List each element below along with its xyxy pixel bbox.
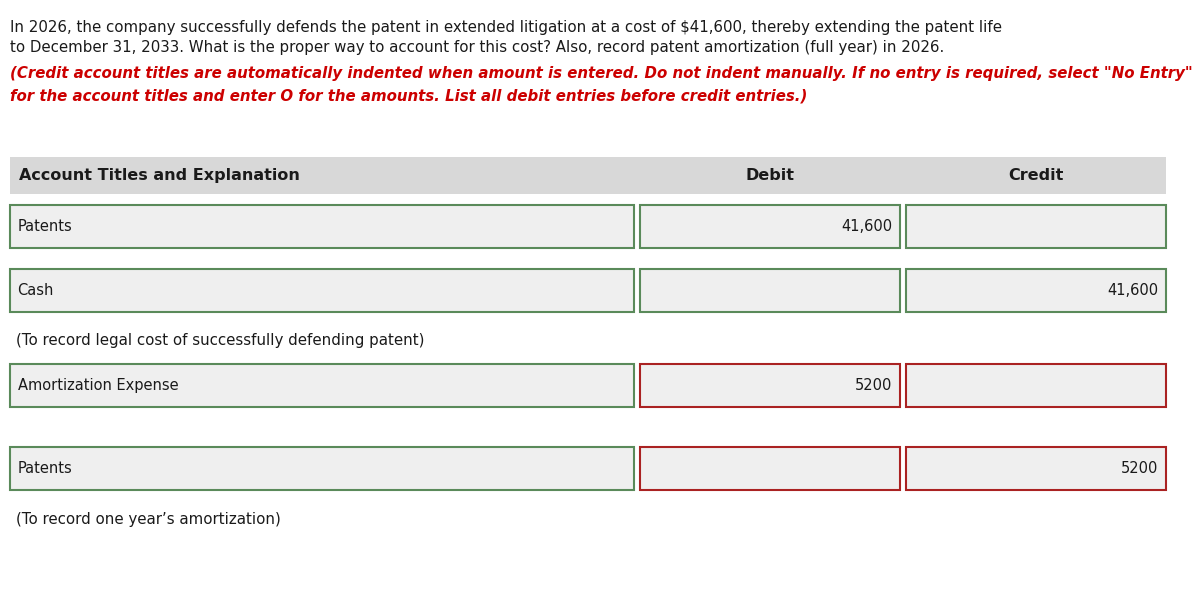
Text: Amortization Expense: Amortization Expense xyxy=(18,378,179,393)
Bar xyxy=(10,205,634,248)
Bar xyxy=(640,269,900,312)
Bar xyxy=(10,364,634,407)
Bar xyxy=(906,205,1166,248)
Text: Cash: Cash xyxy=(18,284,54,298)
Text: Debit: Debit xyxy=(745,168,794,183)
Text: 5200: 5200 xyxy=(1121,461,1158,476)
Text: 41,600: 41,600 xyxy=(1108,284,1158,298)
Bar xyxy=(906,447,1166,490)
Bar xyxy=(640,364,900,407)
Text: Patents: Patents xyxy=(18,219,72,234)
Bar xyxy=(10,447,634,490)
Bar xyxy=(906,364,1166,407)
Text: Credit: Credit xyxy=(1008,168,1064,183)
Bar xyxy=(10,157,1166,194)
Bar xyxy=(906,269,1166,312)
Text: for the account titles and enter O for the amounts. List all debit entries befor: for the account titles and enter O for t… xyxy=(10,89,806,103)
Text: (To record one year’s amortization): (To record one year’s amortization) xyxy=(16,512,281,526)
Text: to December 31, 2033. What is the proper way to account for this cost? Also, rec: to December 31, 2033. What is the proper… xyxy=(10,40,944,55)
Text: (Credit account titles are automatically indented when amount is entered. Do not: (Credit account titles are automatically… xyxy=(10,66,1193,81)
Text: 41,600: 41,600 xyxy=(841,219,892,234)
Text: 5200: 5200 xyxy=(854,378,892,393)
Text: (To record legal cost of successfully defending patent): (To record legal cost of successfully de… xyxy=(16,333,424,348)
Bar xyxy=(640,205,900,248)
Bar xyxy=(640,447,900,490)
Bar xyxy=(10,269,634,312)
Text: Account Titles and Explanation: Account Titles and Explanation xyxy=(19,168,300,183)
Text: Patents: Patents xyxy=(18,461,72,476)
Text: In 2026, the company successfully defends the patent in extended litigation at a: In 2026, the company successfully defend… xyxy=(10,20,1002,34)
